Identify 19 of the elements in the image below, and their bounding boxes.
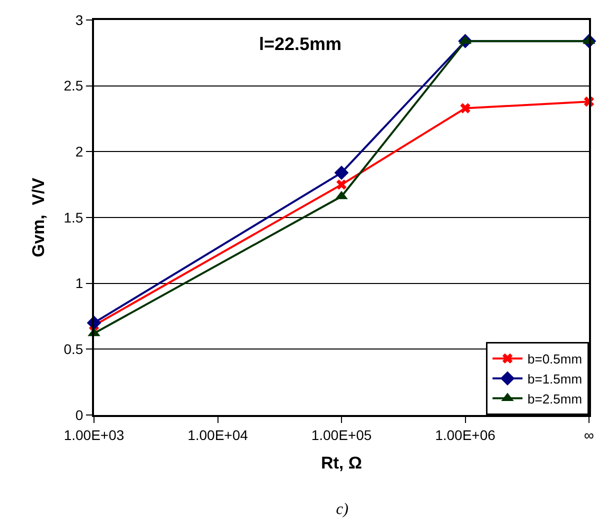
legend-label: b=0.5mm — [528, 352, 582, 367]
legend-label: b=2.5mm — [528, 391, 582, 406]
y-axis-title: Gvm, V/V — [28, 177, 48, 258]
y-tick-label: 3 — [75, 12, 84, 28]
x-tick-label: 1.00E+03 — [64, 426, 124, 443]
y-tick-label: 0 — [75, 406, 84, 423]
y-tick-label: 2 — [75, 144, 84, 160]
y-tick-label: 1 — [75, 275, 84, 292]
x-tick-label: 1.00E+04 — [188, 426, 248, 443]
x-tick-label: 1.00E+05 — [311, 426, 372, 443]
text: c) — [336, 501, 348, 518]
legend-label: b=1.5mm — [528, 371, 582, 386]
annotation: l=22.5mm — [259, 34, 342, 54]
y-tick-label: 2.5 — [64, 78, 84, 94]
x-axis-title: Rt, Ω — [320, 454, 362, 473]
y-tick-label: 1.5 — [64, 209, 84, 226]
x-tick-label: ∞ — [584, 426, 594, 443]
y-tick-label: 0.5 — [64, 341, 84, 358]
x-tick-label: 1.00E+06 — [435, 426, 496, 443]
